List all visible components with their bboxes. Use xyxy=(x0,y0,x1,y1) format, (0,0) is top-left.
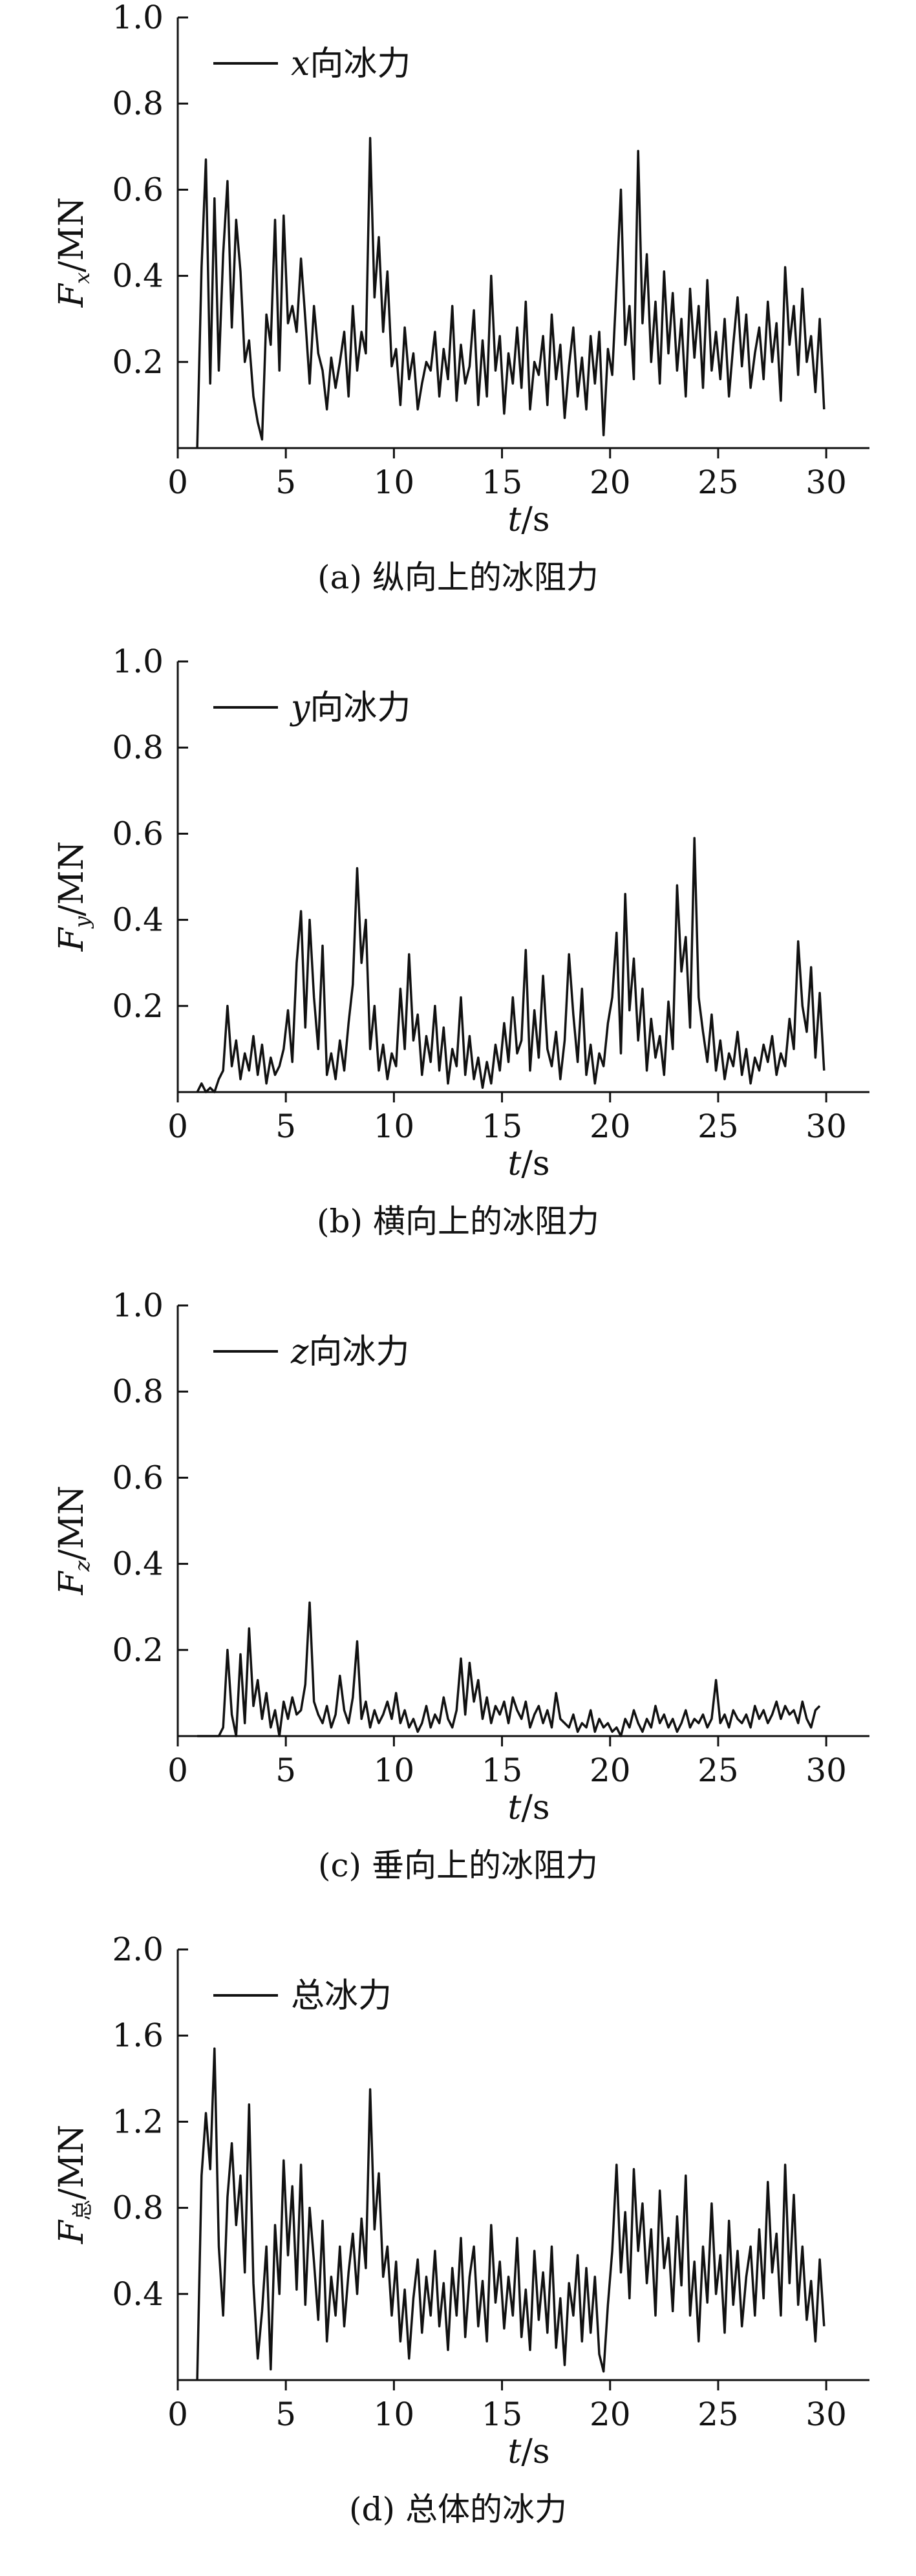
y-tick-label: 0.4 xyxy=(112,1545,164,1583)
series-line xyxy=(196,837,825,1093)
x-tick-label: 20 xyxy=(590,1752,631,1789)
x-tick-label: 10 xyxy=(374,2396,415,2433)
x-tick-label: 15 xyxy=(482,2396,523,2433)
y-tick-label: 2.0 xyxy=(112,1932,164,1968)
caption-a: (a) 纵向上的冰阻力 xyxy=(317,559,599,596)
y-tick-label: 1.0 xyxy=(112,1288,164,1324)
x-tick-label: 15 xyxy=(482,1752,523,1789)
y-tick-label: 0.6 xyxy=(112,1459,164,1496)
x-tick-label: 0 xyxy=(167,1108,188,1145)
x-axis-label: t/s xyxy=(507,1144,549,1183)
x-tick-label: 20 xyxy=(590,464,631,501)
y-tick-label: 0.8 xyxy=(112,1373,164,1410)
chart-panel-a: 0.2 0.4 0.6 0.8 1.0 0 5 10 15 20 25 30 t/s Fx/MN x向冰力 … xyxy=(0,0,916,644)
y-tick-label: 0.8 xyxy=(112,2189,164,2227)
y-tick-label: 1.6 xyxy=(112,2017,164,2054)
x-tick-label: 30 xyxy=(805,1752,847,1789)
y-tick-label: 0.4 xyxy=(112,901,164,939)
x-tick-label: 30 xyxy=(805,2396,847,2433)
x-tick-label: 20 xyxy=(590,2396,631,2433)
x-tick-label: 20 xyxy=(590,1108,631,1145)
x-tick-label: 25 xyxy=(698,464,739,501)
x-tick-label: 10 xyxy=(374,464,415,501)
series-line xyxy=(197,1601,821,1737)
x-tick-label: 0 xyxy=(167,464,188,501)
x-tick-label: 5 xyxy=(275,1108,296,1145)
y-tick-label: 1.2 xyxy=(112,2103,164,2140)
chart-svg-d: 0.4 0.8 1.2 1.6 2.0 0 5 10 15 20 25 30 t/s F总/MN 总冰力 xyxy=(52,1932,869,2471)
legend-label: z向冰力 xyxy=(290,1333,409,1371)
x-tick-label: 10 xyxy=(374,1752,415,1789)
y-tick-label: 0.8 xyxy=(112,85,164,122)
x-axis-label: t/s xyxy=(507,1788,549,1827)
x-tick-label: 0 xyxy=(167,2396,188,2433)
x-axis-label: t/s xyxy=(507,2432,549,2471)
y-tick-label: 0.4 xyxy=(112,257,164,295)
legend-label: y向冰力 xyxy=(290,689,410,727)
x-tick-label: 15 xyxy=(482,1108,523,1145)
legend-label: 总冰力 xyxy=(291,1977,392,2015)
legend-label: x向冰力 xyxy=(291,45,410,83)
chart-panel-b: 0.2 0.4 0.6 0.8 1.0 0 5 10 15 20 25 30 t/s Fy/MN y向冰力 … xyxy=(0,644,916,1288)
x-axis-label: t/s xyxy=(507,500,549,539)
caption-c: (c) 垂向上的冰阻力 xyxy=(318,1847,598,1884)
x-tick-label: 5 xyxy=(275,464,296,501)
caption-d: (d) 总体的冰力 xyxy=(349,2491,567,2528)
x-tick-label: 25 xyxy=(698,2396,739,2433)
x-tick-label: 25 xyxy=(698,1752,739,1789)
caption-b: (b) 横向上的冰阻力 xyxy=(317,1203,599,1240)
y-axis-label: F总/MN xyxy=(52,2125,94,2244)
y-tick-label: 0.2 xyxy=(112,1631,164,1669)
x-tick-label: 30 xyxy=(805,464,847,501)
x-tick-label: 15 xyxy=(482,464,523,501)
y-tick-label: 0.8 xyxy=(112,729,164,766)
chart-svg-c: 0.2 0.4 0.6 0.8 1.0 0 5 10 15 20 25 30 t/s Fz/MN z向冰力 xyxy=(52,1288,869,1827)
chart-svg-a: 0.2 0.4 0.6 0.8 1.0 0 5 10 15 20 25 30 t/s Fx/MN x向冰力 xyxy=(52,0,869,539)
y-tick-label: 1.0 xyxy=(112,644,164,680)
chart-panel-c: 0.2 0.4 0.6 0.8 1.0 0 5 10 15 20 25 30 t/s Fz/MN z向冰力 … xyxy=(0,1288,916,1932)
y-axis-label: Fx/MN xyxy=(52,197,94,308)
x-tick-label: 0 xyxy=(167,1752,188,1789)
y-tick-label: 0.6 xyxy=(112,171,164,208)
series-line xyxy=(196,136,825,449)
chart-svg-b: 0.2 0.4 0.6 0.8 1.0 0 5 10 15 20 25 30 t/s Fy/MN y向冰力 xyxy=(52,644,869,1183)
y-tick-label: 0.4 xyxy=(112,2275,164,2313)
y-axis-label: Fy/MN xyxy=(52,841,94,952)
x-tick-label: 5 xyxy=(275,1752,296,1789)
y-tick-label: 0.2 xyxy=(112,343,164,381)
x-tick-label: 25 xyxy=(698,1108,739,1145)
y-tick-label: 1.0 xyxy=(112,0,164,36)
chart-panel-d: 0.4 0.8 1.2 1.6 2.0 0 5 10 15 20 25 30 t/s F总/MN 总冰力 (… xyxy=(0,1932,916,2576)
x-tick-label: 30 xyxy=(805,1108,847,1145)
x-tick-label: 5 xyxy=(275,2396,296,2433)
x-tick-label: 10 xyxy=(374,1108,415,1145)
series-line xyxy=(196,2047,825,2381)
y-axis-label: Fz/MN xyxy=(52,1485,94,1595)
y-tick-label: 0.2 xyxy=(112,987,164,1025)
y-tick-label: 0.6 xyxy=(112,815,164,852)
